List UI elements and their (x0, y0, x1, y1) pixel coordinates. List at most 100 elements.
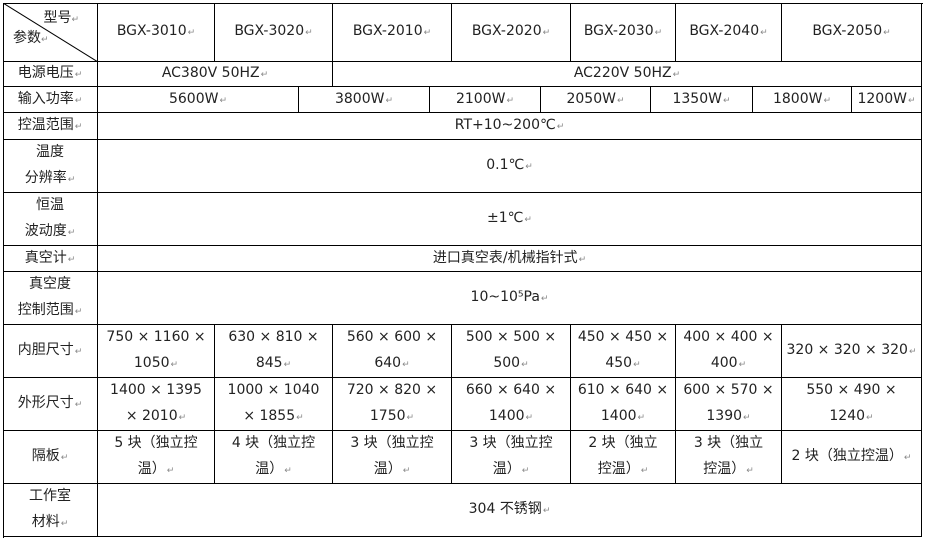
cell-text: 外形尺寸 (18, 390, 83, 418)
cell-text: 输入功率 (18, 86, 83, 114)
cell-text: AC380V 50HZ (162, 60, 268, 88)
row-inner-size-value: 630 × 810 × 845 (215, 325, 333, 378)
cell-text: 5 块（独立控 温） (114, 430, 197, 484)
cell-text: 500 × 500 × 500 (466, 324, 556, 378)
row-temp-range-label: 控温范围 (3, 113, 98, 140)
row-vacuum-gauge-label: 真空计 (3, 246, 98, 272)
cell-text: BGX-2020 (472, 18, 550, 46)
cell-text: 3 块（独立 控温） (694, 430, 763, 484)
row-outer-size-value: 550 × 490 × 1240 (782, 378, 922, 431)
cell-text: BGX-2010 (353, 18, 431, 46)
row-power-value: 2050W (541, 87, 651, 113)
row-inner-size-value: 400 × 400 × 400 (676, 325, 782, 378)
row-voltage-value: AC220V 50HZ (333, 62, 922, 87)
cell-text: 2 块（独立 控温） (588, 430, 657, 484)
row-voltage-value: AC380V 50HZ (98, 62, 333, 87)
cell-text: 真空度 控制范围 (18, 271, 83, 325)
row-temp-range-value: RT+10~200℃ (98, 113, 922, 140)
row-shelves-value: 3 块（独立控 温） (333, 431, 452, 484)
cell-text: 610 × 640 × 1400 (578, 377, 668, 431)
row-power-value: 1800W (753, 87, 852, 113)
row-power-value: 3800W (299, 87, 430, 113)
cell-text: 控温范围 (18, 112, 83, 140)
row-outer-size-value: 610 × 640 × 1400 (571, 378, 676, 431)
cell-text: 600 × 570 × 1390 (683, 377, 773, 431)
cell-text: 550 × 490 × 1240 (806, 377, 896, 431)
cell-text: 恒温 波动度 (25, 192, 76, 246)
row-shelves-value: 4 块（独立控 温） (215, 431, 333, 484)
cell-text: 2050W (566, 86, 624, 114)
row-outer-size-value: 1400 × 1395 × 2010 (98, 378, 215, 431)
cell-text: BGX-2050 (812, 18, 890, 46)
cell-text: 3 块（独立控 温） (350, 430, 433, 484)
cell-text: 630 × 810 × 845 (228, 324, 318, 378)
cell-text: 真空计 (25, 245, 76, 273)
cell-text: 2 块（独立控温） (792, 443, 912, 471)
row-shelves-label: 隔板 (3, 431, 98, 484)
row-outer-size-value: 660 × 640 × 1400 (452, 378, 571, 431)
row-voltage-label: 电源电压 (3, 62, 98, 87)
row-shelves-value: 2 块（独立 控温） (571, 431, 676, 484)
row-inner-size-value: 450 × 450 × 450 (571, 325, 676, 378)
header-model: BGX-2050 (782, 3, 922, 62)
header-model: BGX-2010 (333, 3, 452, 62)
cell-text: 3800W (335, 86, 393, 114)
row-outer-size-value: 1000 × 1040 × 1855 (215, 378, 333, 431)
cell-text: 电源电压 (18, 60, 83, 88)
header-model: BGX-2040 (676, 3, 782, 62)
row-shelves-value: 3 块（独立 控温） (676, 431, 782, 484)
header-model: BGX-2030 (571, 3, 676, 62)
cell-text: 304 不锈钢 (469, 496, 551, 524)
row-vacuum-gauge-value: 进口真空表/机械指针式 (98, 246, 922, 272)
row-outer-size-value: 720 × 820 × 1750 (333, 378, 452, 431)
row-vacuum-range-label: 真空度 控制范围 (3, 272, 98, 325)
header-model: BGX-2020 (452, 3, 571, 62)
cell-text: 450 × 450 × 450 (578, 324, 668, 378)
row-temp-resolution-value: 0.1℃ (98, 140, 922, 193)
cell-text: 2100W (456, 86, 514, 114)
row-outer-size-label: 外形尺寸 (3, 378, 98, 431)
row-power-value: 1350W (651, 87, 753, 113)
cell-text: 1350W (672, 86, 730, 114)
cell-text: 1000 × 1040 × 1855 (228, 377, 320, 431)
cell-text: 3 块（独立控 温） (469, 430, 552, 484)
cell-text: AC220V 50HZ (574, 60, 680, 88)
cell-text: 隔板 (32, 443, 69, 471)
row-inner-size-value: 750 × 1160 × 1050 (98, 325, 215, 378)
cell-text: 工作室 材料 (29, 483, 71, 537)
row-inner-size-value: 320 × 320 × 320 (782, 325, 922, 378)
row-material-label: 工作室 材料 (3, 484, 98, 537)
cell-text: 1200W (857, 86, 915, 114)
cell-text: 0.1℃ (486, 152, 533, 180)
header-corner: 型号参数 (3, 3, 98, 62)
cell-text: 750 × 1160 × 1050 (106, 324, 205, 378)
cell-text: BGX-2030 (584, 18, 662, 46)
row-power-value: 1200W (852, 87, 922, 113)
row-inner-size-value: 500 × 500 × 500 (452, 325, 571, 378)
corner-label-model: 型号 (43, 5, 79, 33)
cell-text: 1400 × 1395 × 2010 (110, 377, 202, 431)
cell-text: 400 × 400 × 400 (683, 324, 773, 378)
row-temp-fluctuation-label: 恒温 波动度 (3, 193, 98, 246)
cell-text: 660 × 640 × 1400 (466, 377, 556, 431)
row-shelves-value: 5 块（独立控 温） (98, 431, 215, 484)
cell-text: 320 × 320 × 320 (787, 337, 917, 365)
row-power-value: 2100W (430, 87, 541, 113)
cell-text: 温度 分辨率 (25, 139, 76, 193)
cell-text: 10~10⁵Pa (471, 284, 549, 312)
corner-label-param: 参数 (13, 25, 49, 53)
row-outer-size-value: 600 × 570 × 1390 (676, 378, 782, 431)
header-model: BGX-3020 (215, 3, 333, 62)
cell-text: 560 × 600 × 640 (347, 324, 437, 378)
row-power-value: 5600W (98, 87, 299, 113)
cell-text: BGX-3010 (117, 18, 195, 46)
cell-text: ±1℃ (487, 205, 532, 233)
row-inner-size-value: 560 × 600 × 640 (333, 325, 452, 378)
row-power-label: 输入功率 (3, 87, 98, 113)
cell-text: BGX-2040 (689, 18, 767, 46)
header-model: BGX-3010 (98, 3, 215, 62)
cell-text: RT+10~200℃ (455, 112, 565, 140)
row-inner-size-label: 内胆尺寸 (3, 325, 98, 378)
row-vacuum-range-value: 10~10⁵Pa (98, 272, 922, 325)
row-shelves-value: 3 块（独立控 温） (452, 431, 571, 484)
